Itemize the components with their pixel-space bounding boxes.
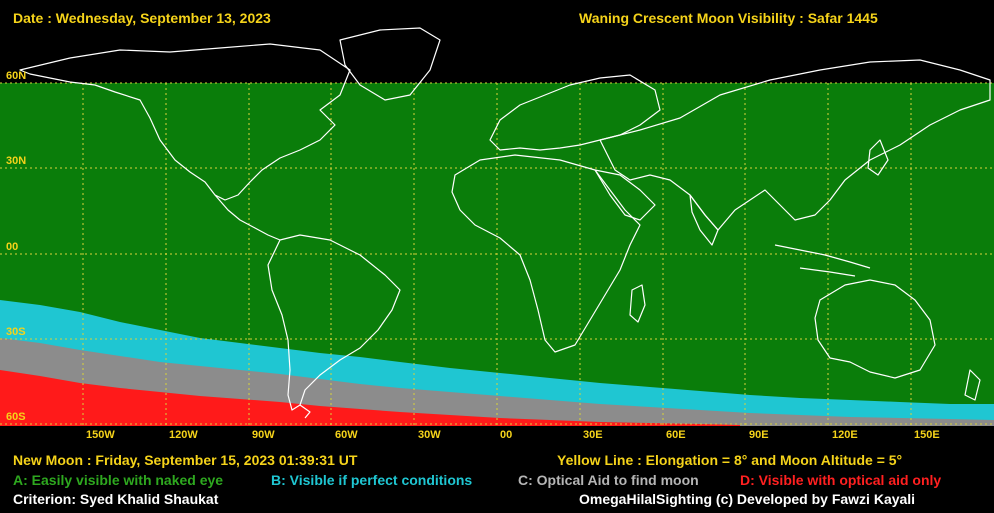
lon-label-90e: 90E [749,429,769,441]
arabia-coast [594,169,656,221]
lat-label-60s: 60S [6,411,26,423]
lon-label-30e: 30E [583,429,603,441]
greenland-coast [339,27,441,101]
africa-coast [451,154,641,353]
lat-label-30n: 30N [6,155,27,167]
legend-a: A: Easily visible with naked eye [13,472,224,488]
legend-d: D: Visible with optical aid only [740,472,942,488]
legend-b: B: Visible if perfect conditions [271,472,473,488]
europe-coast [489,74,661,151]
lon-label-60e: 60E [666,429,686,441]
new-zealand-coast [964,369,981,401]
map-date: Date : Wednesday, September 13, 2023 [13,10,271,26]
australia-coast [814,279,936,379]
credit-info: OmegaHilalSighting (c) Developed by Fawz… [579,491,916,507]
india-coast [689,194,719,246]
criterion-info: Criterion: Syed Khalid Shaukat [13,491,219,507]
antarctic-peninsula-coast [299,404,311,419]
zone-d-region [0,370,740,426]
lon-label-120e: 120E [832,429,858,441]
south-america-coast [267,234,401,411]
indonesia-coast [774,244,871,277]
japan-coast [867,139,889,176]
new-moon-info: New Moon : Friday, September 15, 2023 01… [13,452,358,468]
lat-label-00: 00 [6,241,19,253]
lat-label-30s: 30S [6,326,26,338]
legend-c: C: Optical Aid to find moon [518,472,699,488]
north-america-coast [19,43,351,201]
lon-label-00: 00 [500,429,513,441]
lon-label-60w: 60W [335,429,358,441]
map-title: Waning Crescent Moon Visibility : Safar … [579,10,878,26]
lat-label-60n: 60N [6,70,27,82]
yellow-line-info: Yellow Line : Elongation = 8° and Moon A… [557,452,903,468]
lon-label-90w: 90W [252,429,275,441]
madagascar-coast [629,284,646,323]
coastlines [19,27,991,419]
lon-label-120w: 120W [169,429,198,441]
lon-label-150e: 150E [914,429,940,441]
lat-lon-grid [0,82,994,426]
lon-label-150w: 150W [86,429,115,441]
central-america-coast [214,194,281,241]
lon-label-30w: 30W [418,429,441,441]
